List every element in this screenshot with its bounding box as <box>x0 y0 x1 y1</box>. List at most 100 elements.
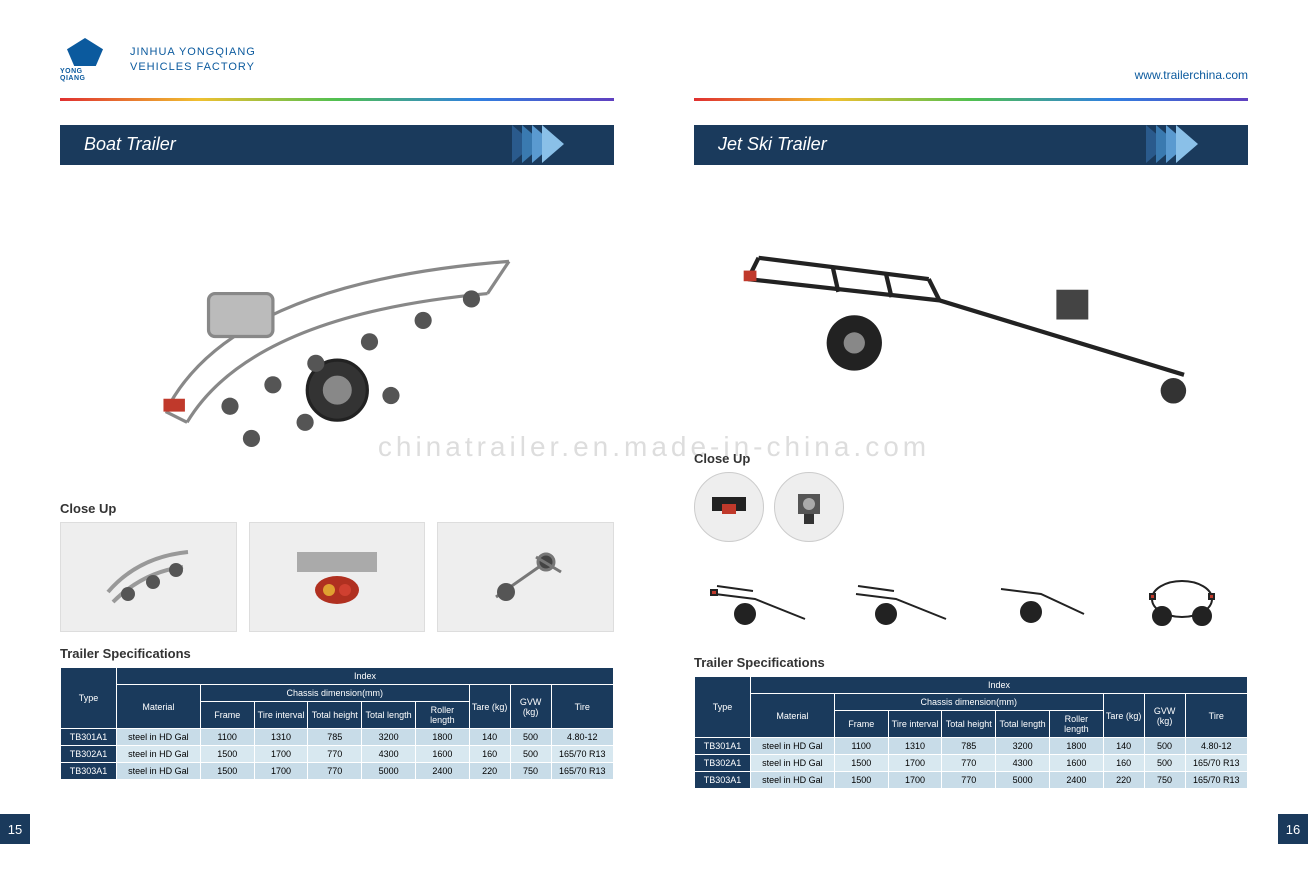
thumb-3 <box>975 556 1108 641</box>
left-header: YONG QIANG JINHUA YONGQIANG VEHICLES FAC… <box>60 30 614 90</box>
table-cell: 750 <box>1144 772 1185 789</box>
rainbow-divider-right <box>694 98 1248 101</box>
th-material: Material <box>750 694 834 738</box>
table-cell: 165/70 R13 <box>1185 772 1248 789</box>
table-cell: steel in HD Gal <box>116 763 200 780</box>
thumb-1 <box>694 556 827 641</box>
section-title-left: Boat Trailer <box>60 125 614 163</box>
section-title-right: Jet Ski Trailer <box>694 125 1248 163</box>
th-frame: Frame <box>200 702 254 729</box>
th-material: Material <box>116 685 200 729</box>
th-index: Index <box>116 668 613 685</box>
chevron-arrows-icon <box>524 125 614 163</box>
table-cell: 500 <box>1144 755 1185 772</box>
th-gvw: GVW (kg) <box>1144 694 1185 738</box>
table-cell: 140 <box>469 729 510 746</box>
table-cell: 770 <box>942 755 996 772</box>
table-cell: 500 <box>1144 738 1185 755</box>
right-header: www.trailerchina.com <box>694 30 1248 90</box>
table-cell: 500 <box>510 729 551 746</box>
table-cell: 4300 <box>362 746 416 763</box>
specs-title-left: Trailer Specifications <box>60 646 614 661</box>
table-cell: 220 <box>1103 772 1144 789</box>
table-cell: 3200 <box>362 729 416 746</box>
table-cell: 160 <box>1103 755 1144 772</box>
th-total-height: Total height <box>308 702 362 729</box>
table-cell: 750 <box>510 763 551 780</box>
company-line1: JINHUA YONGQIANG <box>130 45 256 60</box>
thumb-4 <box>1116 556 1249 641</box>
table-cell: 1500 <box>834 755 888 772</box>
th-gvw: GVW (kg) <box>510 685 551 729</box>
right-page: www.trailerchina.com Jet Ski Trailer <box>654 0 1308 894</box>
table-cell: 165/70 R13 <box>551 763 614 780</box>
table-row: TB302A1steel in HD Gal150017007704300160… <box>695 755 1248 772</box>
table-cell: TB301A1 <box>61 729 117 746</box>
table-cell: 1500 <box>834 772 888 789</box>
th-total-length: Total length <box>362 702 416 729</box>
table-cell: 1100 <box>200 729 254 746</box>
table-cell: steel in HD Gal <box>116 746 200 763</box>
table-cell: 770 <box>942 772 996 789</box>
section-title-text: Boat Trailer <box>84 134 176 155</box>
table-cell: steel in HD Gal <box>116 729 200 746</box>
table-cell: 2400 <box>1049 772 1103 789</box>
th-total-length: Total length <box>996 711 1050 738</box>
thumb-row <box>694 556 1248 641</box>
closeup-row-left <box>60 522 614 632</box>
section-title-text-right: Jet Ski Trailer <box>718 134 827 155</box>
table-cell: TB303A1 <box>695 772 751 789</box>
table-row: TB301A1steel in HD Gal110013107853200180… <box>61 729 614 746</box>
company-logo: YONG QIANG <box>60 35 110 85</box>
rainbow-divider <box>60 98 614 101</box>
tail-light-icon <box>163 398 184 411</box>
th-frame: Frame <box>834 711 888 738</box>
table-cell: TB302A1 <box>695 755 751 772</box>
closeup-image-2 <box>249 522 426 632</box>
th-tire-interval: Tire interval <box>254 702 308 729</box>
table-cell: 1700 <box>888 755 942 772</box>
spec-table-left: Type Index Material Chassis dimension(mm… <box>60 667 614 780</box>
table-cell: TB302A1 <box>61 746 117 763</box>
closeup-label-left: Close Up <box>60 501 614 516</box>
spec-tbody-right: TB301A1steel in HD Gal110013107853200180… <box>695 738 1248 789</box>
th-roller-length: Roller length <box>415 702 469 729</box>
table-cell: 5000 <box>362 763 416 780</box>
specs-title-right: Trailer Specifications <box>694 655 1248 670</box>
closeup-circle-1 <box>694 472 764 542</box>
th-index: Index <box>750 677 1247 694</box>
table-row: TB302A1steel in HD Gal150017007704300160… <box>61 746 614 763</box>
th-chassis: Chassis dimension(mm) <box>200 685 469 702</box>
table-cell: 785 <box>942 738 996 755</box>
th-roller-length: Roller length <box>1049 711 1103 738</box>
spec-tbody-left: TB301A1steel in HD Gal110013107853200180… <box>61 729 614 780</box>
table-cell: 1800 <box>415 729 469 746</box>
table-cell: 4300 <box>996 755 1050 772</box>
left-page: YONG QIANG JINHUA YONGQIANG VEHICLES FAC… <box>0 0 654 894</box>
table-cell: 160 <box>469 746 510 763</box>
table-cell: 770 <box>308 746 362 763</box>
table-cell: 500 <box>510 746 551 763</box>
jet-ski-trailer-illustration <box>722 194 1221 428</box>
jet-ski-trailer-main-image <box>694 181 1248 441</box>
logo-icon <box>67 38 103 66</box>
table-cell: 2400 <box>415 763 469 780</box>
table-row: TB301A1steel in HD Gal110013107853200180… <box>695 738 1248 755</box>
website-url: www.trailerchina.com <box>1135 68 1248 82</box>
table-cell: 1100 <box>834 738 888 755</box>
table-cell: 1310 <box>254 729 308 746</box>
page-number-right: 16 <box>1278 814 1308 844</box>
table-cell: 1700 <box>254 746 308 763</box>
closeup-circles-right <box>694 472 1248 542</box>
table-cell: TB303A1 <box>61 763 117 780</box>
table-cell: 3200 <box>996 738 1050 755</box>
th-tare: Tare (kg) <box>469 685 510 729</box>
table-cell: 770 <box>308 763 362 780</box>
table-cell: 5000 <box>996 772 1050 789</box>
table-cell: 165/70 R13 <box>1185 755 1248 772</box>
th-total-height: Total height <box>942 711 996 738</box>
th-tire-interval: Tire interval <box>888 711 942 738</box>
table-cell: 165/70 R13 <box>551 746 614 763</box>
closeup-circle-2 <box>774 472 844 542</box>
table-cell: 1700 <box>254 763 308 780</box>
